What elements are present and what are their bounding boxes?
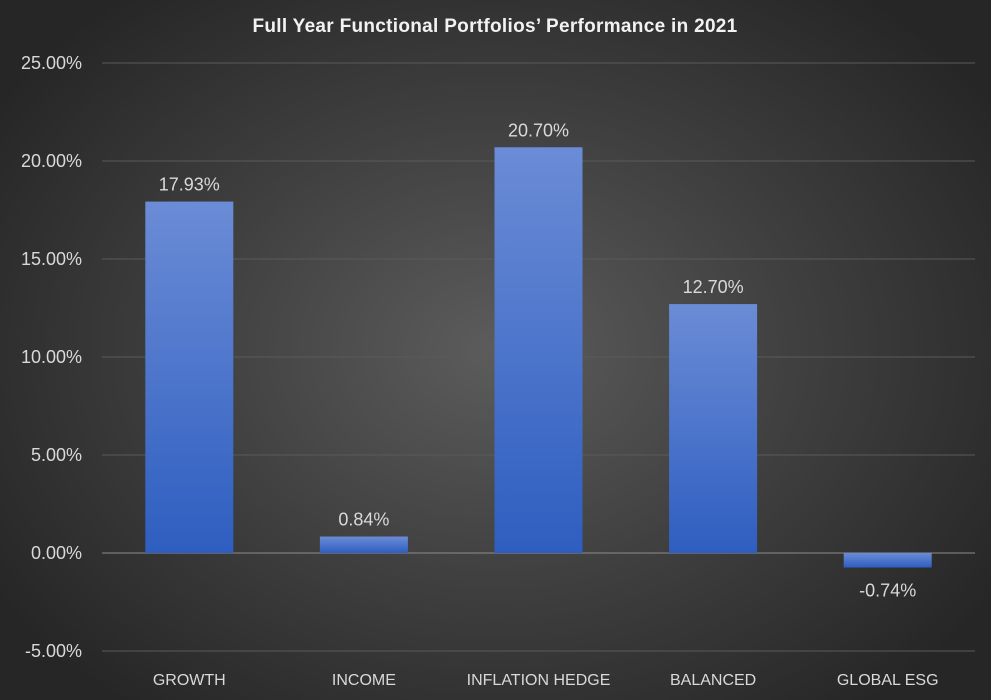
data-label: 20.70% bbox=[508, 120, 569, 140]
y-tick-label: 25.00% bbox=[21, 53, 82, 73]
x-category-label: INCOME bbox=[332, 672, 396, 689]
bar-inflation-hedge bbox=[494, 147, 583, 553]
y-tick-label: 10.00% bbox=[21, 347, 82, 367]
y-tick-label: 5.00% bbox=[31, 445, 82, 465]
x-category-label: BALANCED bbox=[670, 672, 756, 689]
x-category-label: GLOBAL ESG bbox=[837, 672, 939, 689]
chart-title: Full Year Functional Portfolios’ Perform… bbox=[252, 16, 737, 37]
bar-balanced bbox=[669, 304, 758, 553]
data-label: 0.84% bbox=[338, 510, 389, 530]
bar-growth bbox=[145, 201, 234, 553]
x-category-label: GROWTH bbox=[153, 672, 226, 689]
bar-income bbox=[319, 536, 408, 553]
y-tick-label: -5.00% bbox=[25, 641, 82, 661]
bar-global-esg bbox=[843, 553, 932, 568]
y-tick-label: 0.00% bbox=[31, 543, 82, 563]
y-tick-label: 20.00% bbox=[21, 151, 82, 171]
data-label: -0.74% bbox=[859, 581, 916, 601]
y-tick-label: 15.00% bbox=[21, 249, 82, 269]
x-category-label: INFLATION HEDGE bbox=[467, 672, 611, 689]
data-label: 12.70% bbox=[683, 277, 744, 297]
data-label: 17.93% bbox=[159, 175, 220, 195]
